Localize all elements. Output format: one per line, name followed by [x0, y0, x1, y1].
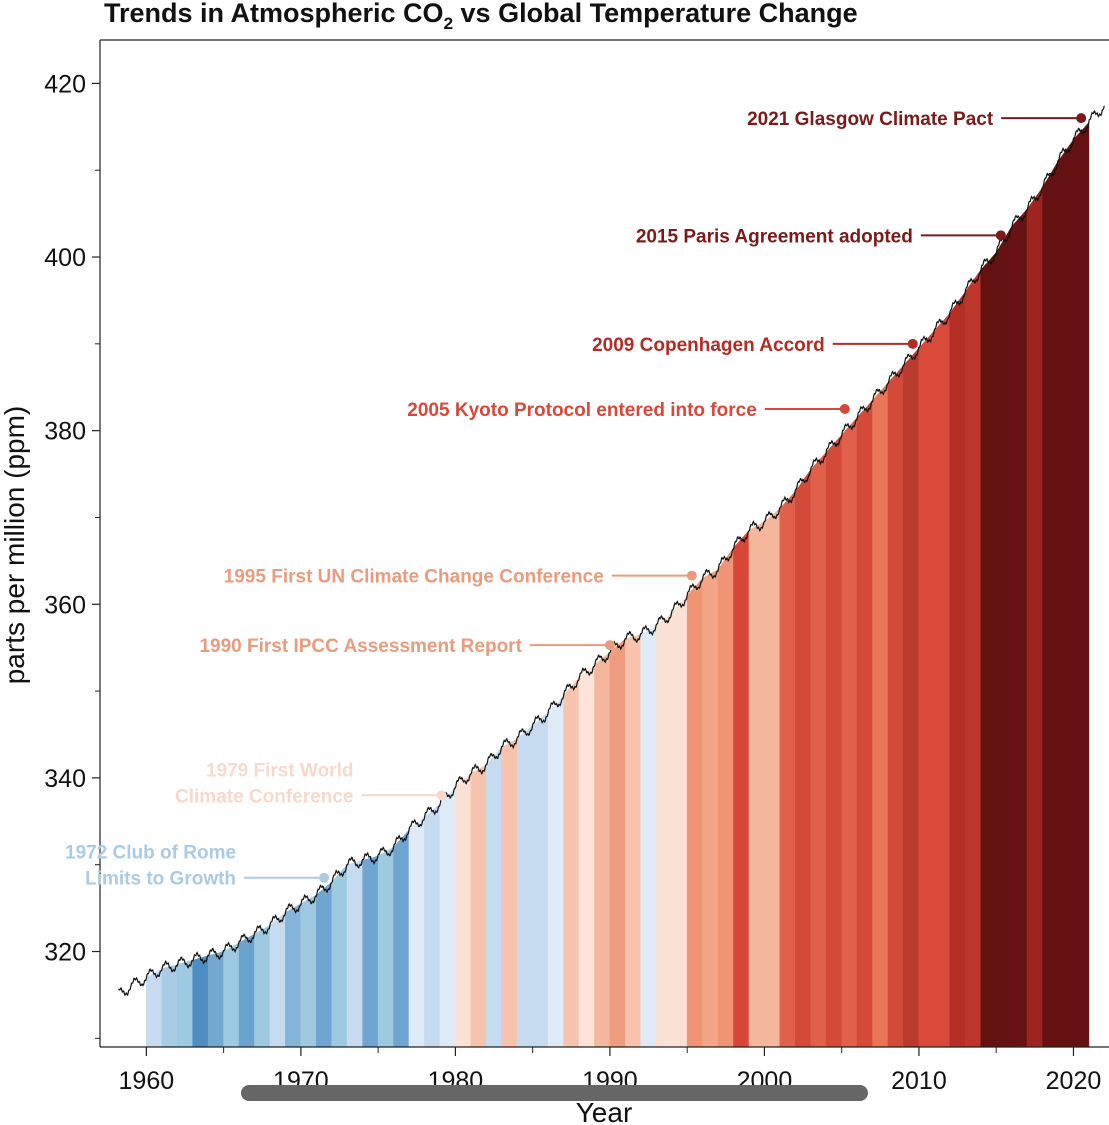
stripe-2014: [980, 251, 997, 1048]
stripe-1970: [300, 894, 317, 1048]
annotations: 2021 Glasgow Climate Pact 2015 Paris Agre…: [65, 109, 1087, 890]
stripe-2011: [934, 312, 951, 1048]
stripe-2016: [1011, 208, 1028, 1048]
annotation-text: 2021 Glasgow Climate Pact: [747, 109, 994, 130]
stripe-1988: [578, 664, 595, 1048]
stripe-2017: [1026, 186, 1043, 1048]
annotation-text: 2009 Copenhagen Accord: [592, 335, 825, 356]
chart-title: Trends in Atmospheric CO2 vs Global Temp…: [104, 0, 858, 33]
stripe-1991: [625, 634, 642, 1048]
x-tick-label: 2020: [1046, 1067, 1102, 1095]
y-tick-label: 340: [44, 765, 86, 793]
stripe-1973: [346, 860, 363, 1048]
stripe-1963: [192, 955, 209, 1048]
y-tick-label: 380: [44, 418, 86, 446]
stripe-1996: [702, 568, 719, 1048]
horizontal-scrollbar[interactable]: [241, 1085, 868, 1101]
stripe-2008: [887, 364, 904, 1048]
stripe-1964: [207, 951, 224, 1048]
annotation-0: 2021 Glasgow Climate Pact: [747, 109, 1087, 130]
stripe-2005: [841, 416, 858, 1048]
stripe-1960: [146, 968, 163, 1048]
annotation-1: 2015 Paris Agreement adopted: [636, 226, 1006, 247]
annotation-3: 2005 Kyoto Protocol entered into force: [407, 400, 850, 421]
stripe-2004: [825, 434, 842, 1048]
stripe-1968: [269, 911, 286, 1048]
y-tick-label: 400: [44, 244, 86, 272]
annotation-4: 1995 First UN Climate Change Conference: [224, 567, 697, 588]
stripe-1975: [377, 846, 394, 1048]
annotation-text: 2005 Kyoto Protocol entered into force: [407, 400, 756, 421]
y-tick-label: 420: [44, 70, 86, 98]
stripe-2020: [1073, 121, 1090, 1048]
stripe-2002: [795, 468, 812, 1048]
stripe-1984: [516, 725, 533, 1048]
temperature-stripes: [146, 121, 1090, 1048]
stripe-1999: [748, 521, 765, 1048]
stripe-1977: [408, 816, 425, 1048]
stripe-2010: [918, 330, 935, 1048]
stripe-1992: [640, 625, 657, 1048]
stripe-1972: [331, 863, 348, 1048]
stripe-1962: [177, 959, 193, 1048]
stripe-1981: [470, 764, 487, 1048]
stripe-1983: [501, 738, 518, 1048]
annotation-5: 1990 First IPCC Assessment Report: [199, 636, 615, 657]
stripe-1997: [717, 546, 734, 1048]
stripe-1967: [254, 924, 271, 1048]
annotation-text: 2015 Paris Agreement adopted: [636, 226, 913, 247]
stripe-1969: [285, 903, 302, 1048]
stripe-1994: [671, 594, 688, 1048]
stripe-2000: [764, 508, 781, 1048]
stripe-1995: [686, 577, 703, 1048]
stripe-1974: [362, 855, 379, 1048]
stripe-1990: [609, 638, 626, 1048]
stripe-2013: [965, 269, 982, 1048]
stripe-1979: [439, 785, 456, 1048]
stripe-2006: [856, 399, 873, 1048]
stripe-2007: [872, 382, 889, 1048]
stripe-1998: [733, 529, 750, 1048]
stripe-1993: [656, 612, 672, 1048]
stripe-2012: [949, 290, 966, 1048]
x-tick-label: 1960: [119, 1067, 175, 1095]
stripe-1971: [316, 881, 333, 1048]
stripe-1987: [563, 677, 580, 1048]
x-tick-label: 2010: [891, 1067, 947, 1095]
stripe-2015: [995, 225, 1012, 1048]
stripe-2001: [779, 490, 796, 1048]
annotation-6: 1979 First World Climate Conference: [175, 760, 447, 807]
stripe-1961: [161, 964, 178, 1048]
stripe-2019: [1057, 138, 1074, 1048]
stripe-2009: [903, 347, 920, 1048]
y-axis-label: parts per million (ppm): [0, 406, 30, 685]
stripe-1978: [424, 803, 441, 1048]
annotation-text: 1972 Club of Rome Limits to Growth: [65, 843, 236, 890]
annotation-text: 1990 First IPCC Assessment Report: [199, 636, 522, 657]
stripe-1982: [486, 746, 502, 1048]
annotation-7: 1972 Club of Rome Limits to Growth: [65, 843, 330, 890]
stripe-2018: [1042, 160, 1059, 1048]
y-tick-label: 320: [44, 939, 86, 967]
stripe-2003: [810, 451, 827, 1048]
y-tick-label: 360: [44, 591, 86, 619]
annotation-text: 1979 First World Climate Conference: [175, 760, 353, 807]
x-axis-label: Year: [576, 1097, 633, 1125]
stripe-1965: [223, 942, 240, 1048]
stripe-1986: [547, 694, 564, 1048]
stripe-1980: [455, 772, 472, 1048]
stripe-1976: [393, 829, 410, 1048]
stripe-1966: [238, 933, 255, 1048]
annotation-text: 1995 First UN Climate Change Conference: [224, 567, 604, 588]
annotation-2: 2009 Copenhagen Accord: [592, 335, 918, 356]
stripe-1985: [532, 712, 549, 1048]
stripe-1989: [594, 651, 611, 1048]
